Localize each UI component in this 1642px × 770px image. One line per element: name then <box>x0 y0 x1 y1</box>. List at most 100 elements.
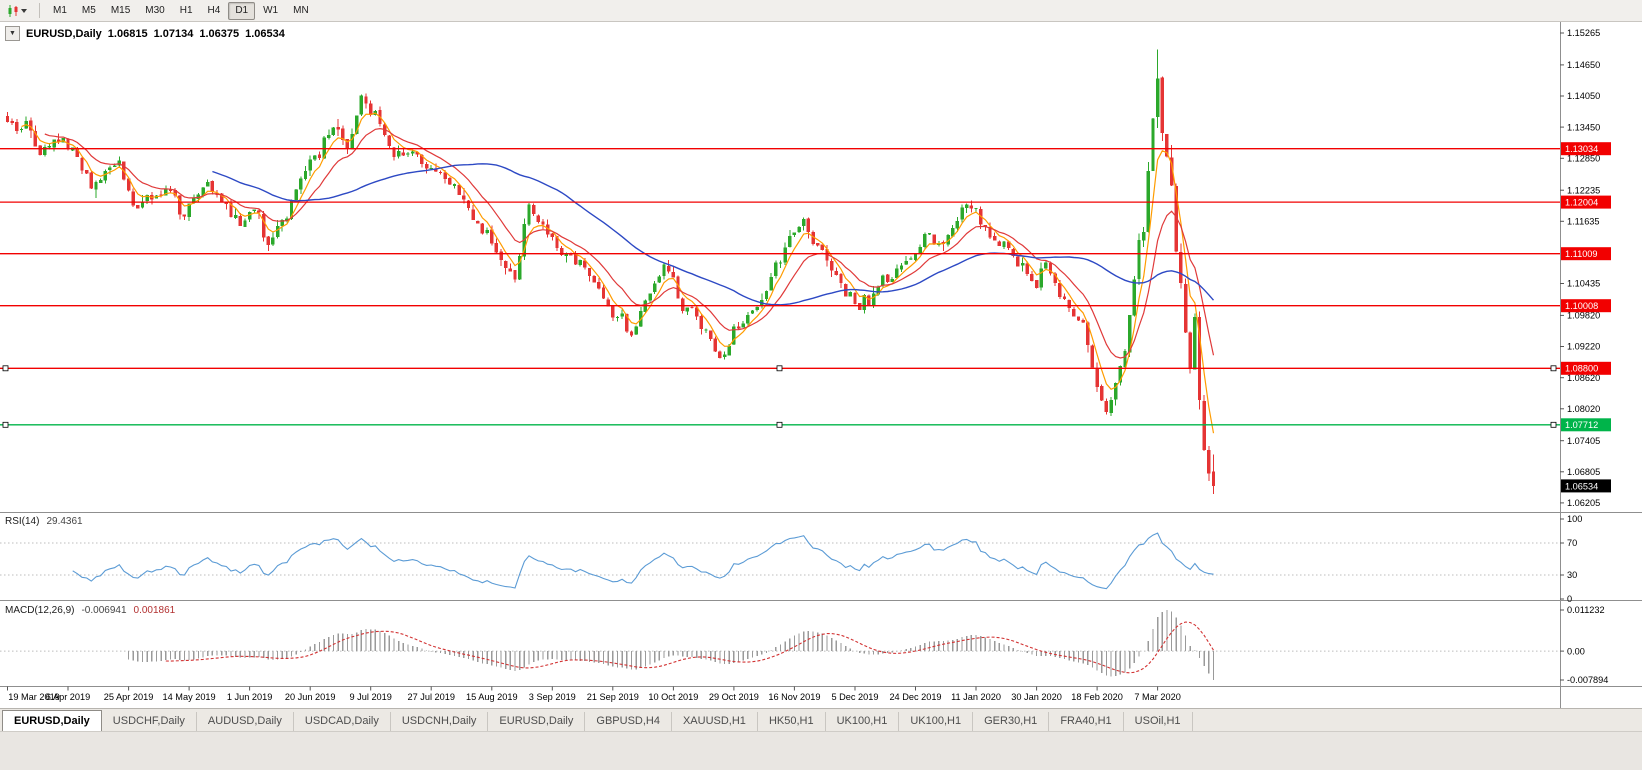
svg-text:18 Feb 2020: 18 Feb 2020 <box>1071 692 1123 702</box>
tf-button-d1[interactable]: D1 <box>228 1 256 20</box>
svg-text:1.06205: 1.06205 <box>1567 498 1600 508</box>
tab-fra40-h1[interactable]: FRA40,H1 <box>1049 712 1124 731</box>
svg-text:10 Oct 2019: 10 Oct 2019 <box>648 692 698 702</box>
svg-text:1.08800: 1.08800 <box>1565 364 1598 374</box>
panel-frame <box>0 22 1642 708</box>
price-axis[interactable]: 1.15265 1.14650 1.14050 1.13450 1.12850 1.122… <box>1560 28 1600 508</box>
svg-text:0.011232: 0.011232 <box>1567 605 1605 615</box>
tab-uk100-h1[interactable]: UK100,H1 <box>899 712 974 731</box>
ma-medium-line <box>44 127 1215 359</box>
tab-hk50-h1[interactable]: HK50,H1 <box>758 712 826 731</box>
svg-text:1.14650: 1.14650 <box>1567 60 1600 70</box>
price-badge-1.12004: 1.12004 <box>1561 195 1611 209</box>
hline-handle[interactable] <box>776 365 783 372</box>
macd-name: MACD(12,26,9) <box>5 605 75 616</box>
chart-background <box>0 22 1642 708</box>
toolbar-separator <box>39 3 40 18</box>
current-price-badge: 1.06534 <box>1561 479 1611 493</box>
svg-text:1.11635: 1.11635 <box>1567 216 1600 226</box>
chart-region[interactable]: 1.15265 1.14650 1.14050 1.13450 1.12850 1.122… <box>0 22 1642 708</box>
tab-eurusd-daily[interactable]: EURUSD,Daily <box>488 712 586 731</box>
hline-handle[interactable] <box>2 421 9 428</box>
tab-eurusd-daily[interactable]: EURUSD,Daily <box>2 710 102 731</box>
svg-text:1.07405: 1.07405 <box>1567 436 1600 446</box>
macd-label: MACD(12,26,9) -0.006941 0.001861 <box>5 605 175 616</box>
timeframe-toolbar: M1 M5 M15 M30 H1 H4 D1 W1 MN <box>0 0 1642 22</box>
tf-button-m1[interactable]: M1 <box>53 4 67 16</box>
svg-text:1.11009: 1.11009 <box>1565 249 1598 259</box>
macd-signal-value: 0.001861 <box>133 605 176 616</box>
tf-button-w1[interactable]: W1 <box>263 4 279 16</box>
rsi-panel: 100 70 30 0 <box>0 514 1582 604</box>
hline-handle[interactable] <box>2 365 9 372</box>
symbol-dropdown-button[interactable]: ▼ <box>5 26 20 41</box>
hline-handle[interactable] <box>1550 365 1557 372</box>
tab-ger30-h1[interactable]: GER30,H1 <box>973 712 1050 731</box>
price-badge-1.08800: 1.08800 <box>1561 361 1611 375</box>
price-badge-1.13034: 1.13034 <box>1561 142 1611 156</box>
svg-text:1.06805: 1.06805 <box>1567 467 1600 477</box>
svg-text:29 Oct 2019: 29 Oct 2019 <box>709 692 759 702</box>
tf-button-m5[interactable]: M5 <box>81 4 96 16</box>
tab-usdchf-daily[interactable]: USDCHF,Daily <box>102 712 197 731</box>
macd-main-value: -0.006941 <box>81 605 127 616</box>
svg-text:1.13034: 1.13034 <box>1565 144 1598 154</box>
chart-candles-icon[interactable] <box>3 2 33 20</box>
svg-text:1.07712: 1.07712 <box>1565 420 1598 430</box>
tab-usdcad-daily[interactable]: USDCAD,Daily <box>294 712 391 731</box>
svg-text:0.00: 0.00 <box>1567 646 1585 656</box>
svg-text:1.14050: 1.14050 <box>1567 91 1600 101</box>
tab-audusd-daily[interactable]: AUDUSD,Daily <box>197 712 294 731</box>
macd-signal-line <box>165 621 1214 674</box>
svg-text:15 Aug 2019: 15 Aug 2019 <box>466 692 518 702</box>
svg-text:1.10435: 1.10435 <box>1567 279 1600 289</box>
tab-usdcnh-daily[interactable]: USDCNH,Daily <box>391 712 489 731</box>
svg-text:1.12235: 1.12235 <box>1567 185 1600 195</box>
svg-text:1.09820: 1.09820 <box>1567 311 1600 321</box>
svg-text:27 Jul 2019: 27 Jul 2019 <box>407 692 455 702</box>
svg-text:7 Mar 2020: 7 Mar 2020 <box>1134 692 1180 702</box>
svg-text:70: 70 <box>1567 538 1577 548</box>
hline-handle[interactable] <box>1550 421 1557 428</box>
chart-symbol-label: EURUSD,Daily <box>26 27 102 40</box>
bar-low-value: 1.06375 <box>199 27 240 40</box>
tf-button-m30[interactable]: M30 <box>145 4 165 16</box>
price-badge-1.07712: 1.07712 <box>1561 418 1611 432</box>
tab-xauusd-h1[interactable]: XAUUSD,H1 <box>672 712 758 731</box>
svg-text:24 Dec 2019: 24 Dec 2019 <box>889 692 941 702</box>
tf-button-h1[interactable]: H1 <box>179 4 193 16</box>
timeframe-buttons: M1 M5 M15 M30 H1 H4 D1 W1 MN <box>46 1 316 20</box>
svg-text:20 Jun 2019: 20 Jun 2019 <box>285 692 336 702</box>
rsi-line <box>72 532 1214 590</box>
tf-button-mn[interactable]: MN <box>293 4 309 16</box>
svg-text:1.06534: 1.06534 <box>1565 481 1598 491</box>
svg-text:14 May 2019: 14 May 2019 <box>163 692 216 702</box>
candles <box>5 49 1216 495</box>
macd-panel: 0.011232 0.00 -0.007894 <box>0 605 1608 685</box>
svg-text:11 Jan 2020: 11 Jan 2020 <box>951 692 1001 702</box>
chart-canvas[interactable]: 1.15265 1.14650 1.14050 1.13450 1.12850 1.122… <box>0 22 1642 708</box>
svg-text:1.08620: 1.08620 <box>1567 373 1600 383</box>
svg-text:1.08020: 1.08020 <box>1567 404 1600 414</box>
svg-text:30: 30 <box>1567 570 1577 580</box>
svg-text:21 Sep 2019: 21 Sep 2019 <box>587 692 639 702</box>
hline-handle[interactable] <box>776 421 783 428</box>
svg-text:25 Apr 2019: 25 Apr 2019 <box>104 692 154 702</box>
svg-text:19 Mar 2019: 19 Mar 2019 <box>8 692 60 702</box>
bar-close-value: 1.06534 <box>245 27 285 40</box>
svg-text:1.12850: 1.12850 <box>1567 153 1600 163</box>
tab-gbpusd-h4[interactable]: GBPUSD,H4 <box>585 712 672 731</box>
tab-uk100-h1[interactable]: UK100,H1 <box>826 712 900 731</box>
svg-text:1.10008: 1.10008 <box>1565 301 1598 311</box>
tab-usoil-h1[interactable]: USOil,H1 <box>1124 712 1193 731</box>
svg-text:5 Dec 2019: 5 Dec 2019 <box>831 692 878 702</box>
svg-text:9 Jul 2019: 9 Jul 2019 <box>349 692 391 702</box>
svg-text:-0.007894: -0.007894 <box>1567 675 1608 685</box>
svg-text:1.12004: 1.12004 <box>1565 198 1598 208</box>
svg-text:0: 0 <box>1567 594 1572 604</box>
tf-button-h4[interactable]: H4 <box>207 4 221 16</box>
ma-slow-line <box>212 163 1215 306</box>
tf-button-m15[interactable]: M15 <box>110 4 131 16</box>
rsi-name: RSI(14) <box>5 516 40 527</box>
